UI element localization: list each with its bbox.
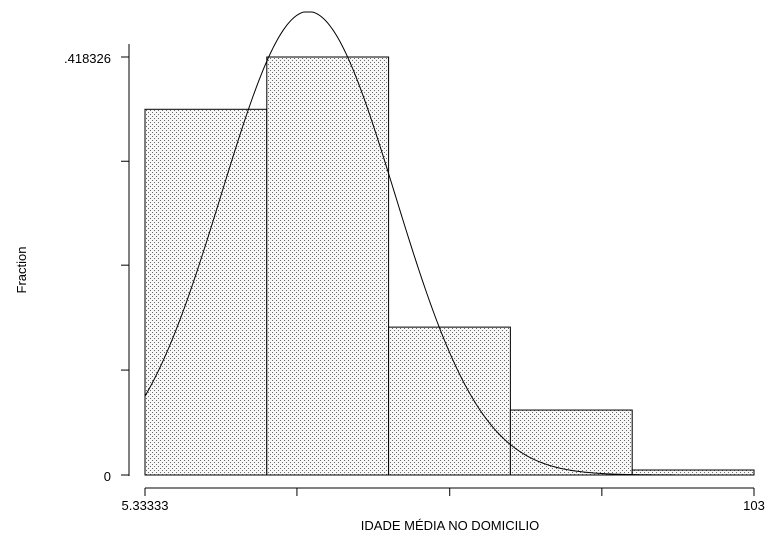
histogram-bar-1: [144, 108, 268, 476]
histogram-bar-4: [509, 409, 633, 476]
y-tick-label-max: .418326: [64, 51, 111, 66]
x-axis-ticks: [144, 488, 755, 496]
x-tick-label-min: 5.33333: [122, 498, 169, 513]
y-tick-label-zero: 0: [104, 469, 111, 484]
normal-density-curve: [144, 11, 754, 476]
histogram-bars: [144, 56, 755, 476]
histogram-bar-5: [631, 469, 755, 476]
histogram-bar-3: [388, 326, 511, 476]
y-axis-ticks: [121, 56, 129, 476]
x-axis-title: IDADE MÉDIA NO DOMICILIO: [361, 518, 539, 533]
x-tick-label-max: 103: [743, 498, 765, 513]
y-axis-title: Fraction: [14, 247, 29, 294]
histogram-bar-2: [266, 56, 390, 476]
